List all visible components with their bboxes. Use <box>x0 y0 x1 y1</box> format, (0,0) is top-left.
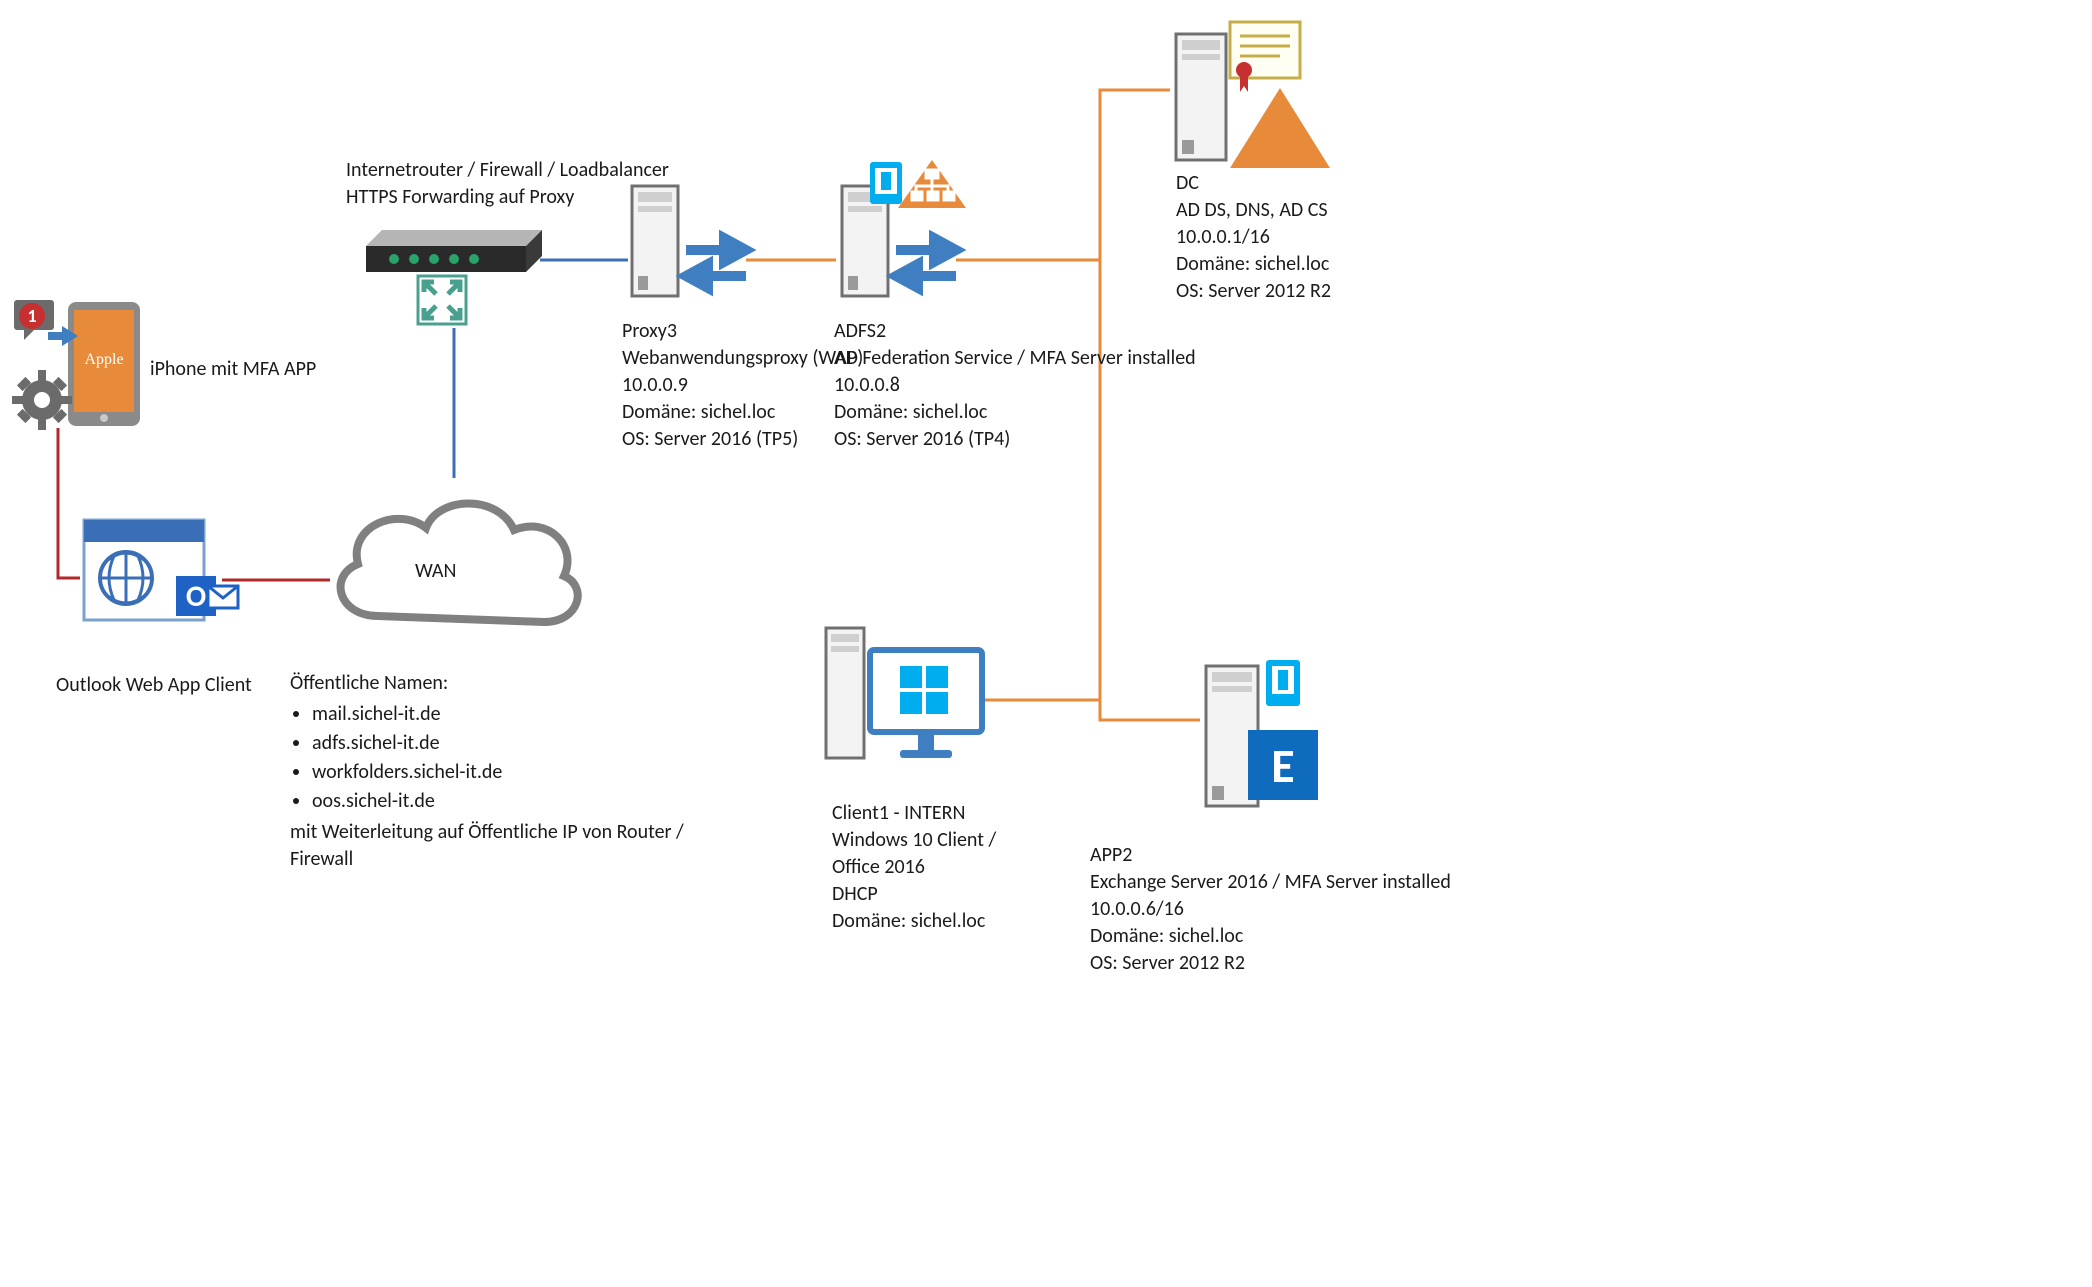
svg-text:O: O <box>186 578 206 615</box>
adfs2-label: ADFS2 AD Federation Service / MFA Server… <box>834 318 1196 453</box>
router-icon <box>356 218 556 338</box>
app2-server-icon: E <box>1200 650 1380 830</box>
public-names-list: mail.sichel-it.de adfs.sichel-it.de work… <box>290 701 710 815</box>
svg-text:E: E <box>1271 736 1294 795</box>
app2-label: APP2 Exchange Server 2016 / MFA Server i… <box>1090 842 1451 977</box>
adfs2-server-icon <box>836 160 986 310</box>
network-edges <box>0 0 2092 1287</box>
client1-pc-icon <box>822 620 992 790</box>
router-label: Internetrouter / Firewall / Loadbalancer… <box>346 157 669 211</box>
dc-server-icon <box>1170 18 1340 178</box>
owa-label: Outlook Web App Client <box>56 672 252 699</box>
owa-client-icon: O <box>80 516 240 646</box>
svg-text:1: 1 <box>27 305 36 327</box>
iphone-mfa-icon: Apple 1 <box>12 296 152 436</box>
wan-label: WAN <box>415 558 456 585</box>
proxy3-label: Proxy3 Webanwendungsproxy (WAP) 10.0.0.9… <box>622 318 863 453</box>
public-names-block: Öffentliche Namen: mail.sichel-it.de adf… <box>290 670 710 873</box>
iphone-label: iPhone mit MFA APP <box>150 356 316 383</box>
client1-label: Client1 - INTERN Windows 10 Client / Off… <box>832 800 996 935</box>
svg-text:Apple: Apple <box>84 351 123 368</box>
proxy3-server-icon <box>626 180 756 310</box>
dc-label: DC AD DS, DNS, AD CS 10.0.0.1/16 Domäne:… <box>1176 170 1331 305</box>
